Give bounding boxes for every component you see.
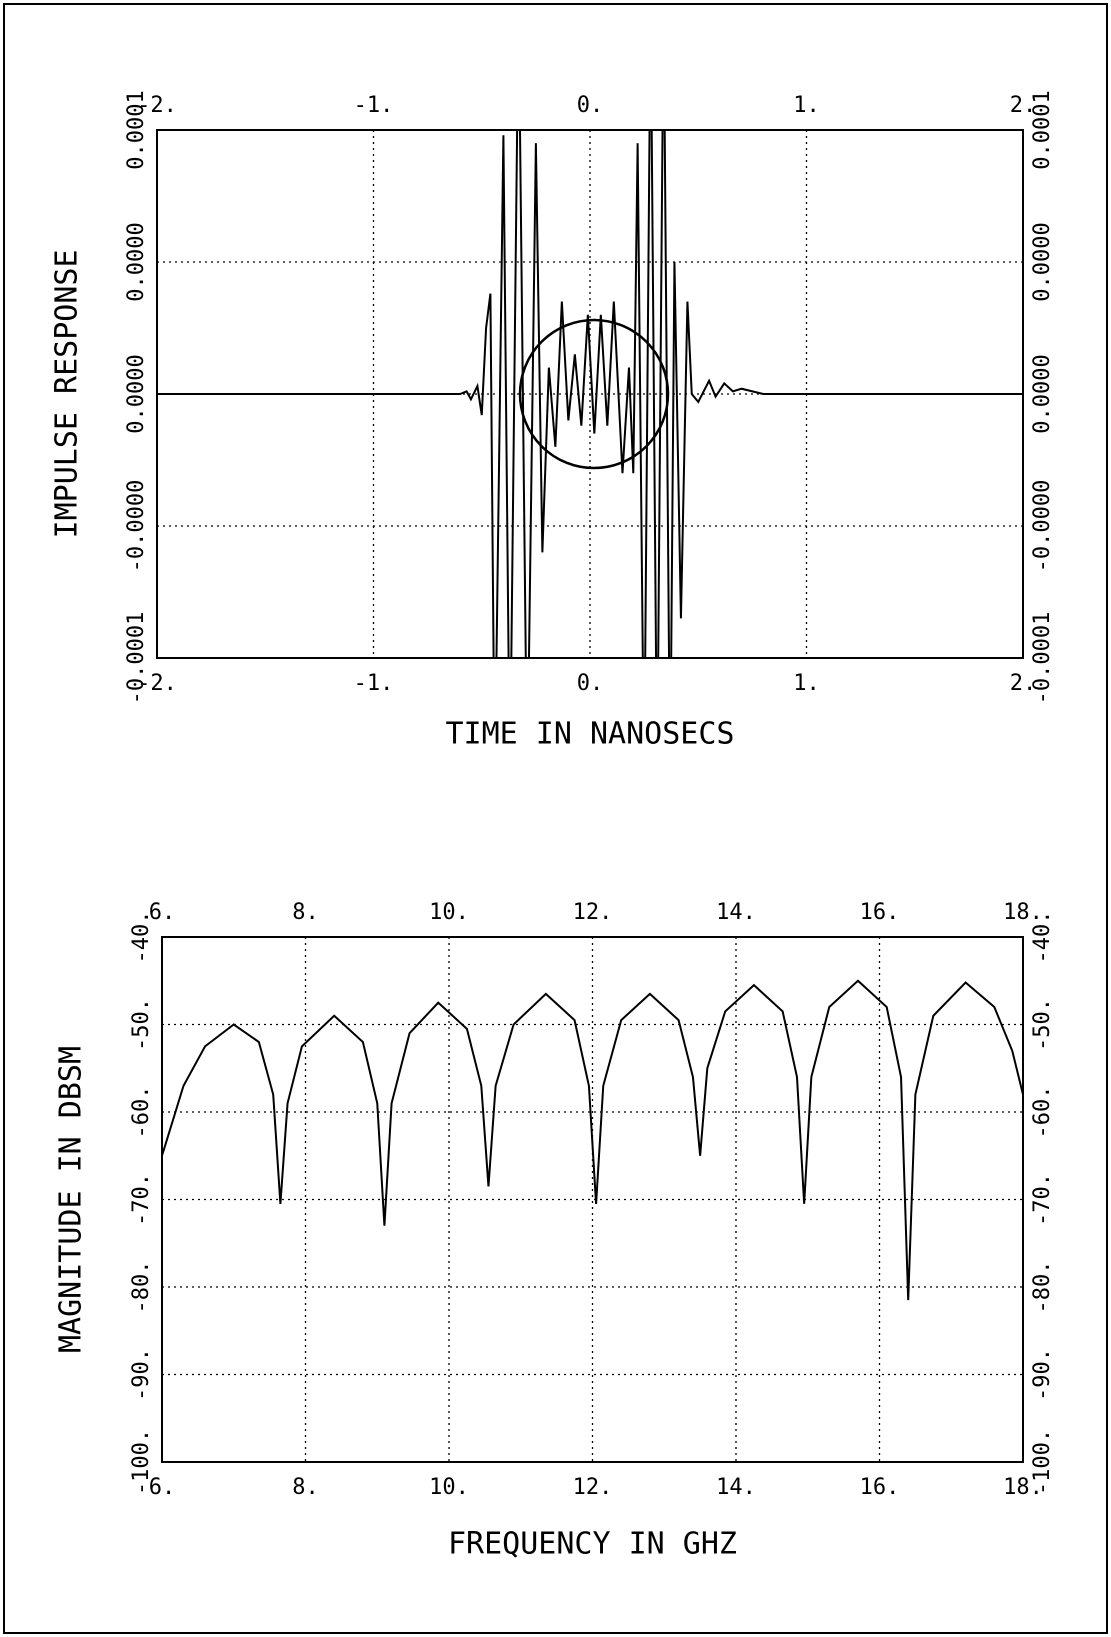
x-tick-label-top: 2. xyxy=(1010,93,1037,118)
y-tick-label-right: -0.0001 xyxy=(1030,612,1055,705)
data-line xyxy=(162,979,1023,1301)
y-tick-label: -100. xyxy=(129,1429,154,1495)
y-tick-label: 0.0000 xyxy=(124,354,149,433)
y-tick-label: -80. xyxy=(129,1261,154,1314)
y-tick-label: -0.0001 xyxy=(124,612,149,705)
y-tick-label-right: 0.0001 xyxy=(1030,90,1055,169)
x-tick-label: 10. xyxy=(429,1475,469,1500)
y-tick-label-right: -100. xyxy=(1030,1429,1055,1495)
y-tick-label-right: -70. xyxy=(1030,1173,1055,1226)
x-tick-label-top: 8. xyxy=(292,900,319,925)
x-tick-label-top: 0. xyxy=(577,93,604,118)
x-tick-label-top: -2. xyxy=(137,93,177,118)
y-axis-title: MAGNITUDE IN DBSM xyxy=(54,1046,89,1353)
x-tick-label-top: 10. xyxy=(429,900,469,925)
y-tick-label-right: -40. xyxy=(1030,911,1055,964)
x-tick-label: 6. xyxy=(149,1475,176,1500)
x-tick-label: 18. xyxy=(1003,1475,1043,1500)
y-tick-label: -70. xyxy=(129,1173,154,1226)
y-tick-label: -60. xyxy=(129,1086,154,1139)
x-tick-label-top: 6. xyxy=(149,900,176,925)
y-tick-label-right: -90. xyxy=(1030,1348,1055,1401)
y-tick-label: -90. xyxy=(129,1348,154,1401)
x-tick-label: 1. xyxy=(793,671,820,696)
y-tick-label: -50. xyxy=(129,998,154,1051)
y-tick-label-right: -0.0000 xyxy=(1030,480,1055,573)
y-axis-title: IMPULSE RESPONSE xyxy=(50,250,85,539)
data-line xyxy=(157,130,1023,658)
x-tick-label: -1. xyxy=(354,671,394,696)
x-tick-label: 16. xyxy=(860,1475,900,1500)
y-tick-label: 0.0001 xyxy=(124,90,149,169)
x-tick-label: 2. xyxy=(1010,671,1037,696)
y-tick-label: -40. xyxy=(129,911,154,964)
x-tick-label-top: 14. xyxy=(716,900,756,925)
x-axis-title: TIME IN NANOSECS xyxy=(446,717,735,752)
x-tick-label-top: 16. xyxy=(860,900,900,925)
x-tick-label: 8. xyxy=(292,1475,319,1500)
x-tick-label-top: 12. xyxy=(573,900,613,925)
x-axis-title: FREQUENCY IN GHZ xyxy=(448,1527,737,1562)
x-tick-label-top: 18. xyxy=(1003,900,1043,925)
x-tick-label: 14. xyxy=(716,1475,756,1500)
plot-frame xyxy=(161,936,1024,1463)
y-tick-label: -0.0000 xyxy=(124,480,149,573)
x-tick-label: -2. xyxy=(137,671,177,696)
x-tick-label-top: 1. xyxy=(793,93,820,118)
y-tick-label: 0.0000 xyxy=(124,222,149,301)
y-tick-label-right: -60. xyxy=(1030,1086,1055,1139)
y-tick-label-right: -80. xyxy=(1030,1261,1055,1314)
page-border xyxy=(3,3,1108,1634)
y-tick-label-right: -50. xyxy=(1030,998,1055,1051)
x-tick-label: 12. xyxy=(573,1475,613,1500)
y-tick-label-right: 0.0000 xyxy=(1030,354,1055,433)
y-tick-label-right: 0.0000 xyxy=(1030,222,1055,301)
x-tick-label-top: -1. xyxy=(354,93,394,118)
x-tick-label: 0. xyxy=(577,671,604,696)
